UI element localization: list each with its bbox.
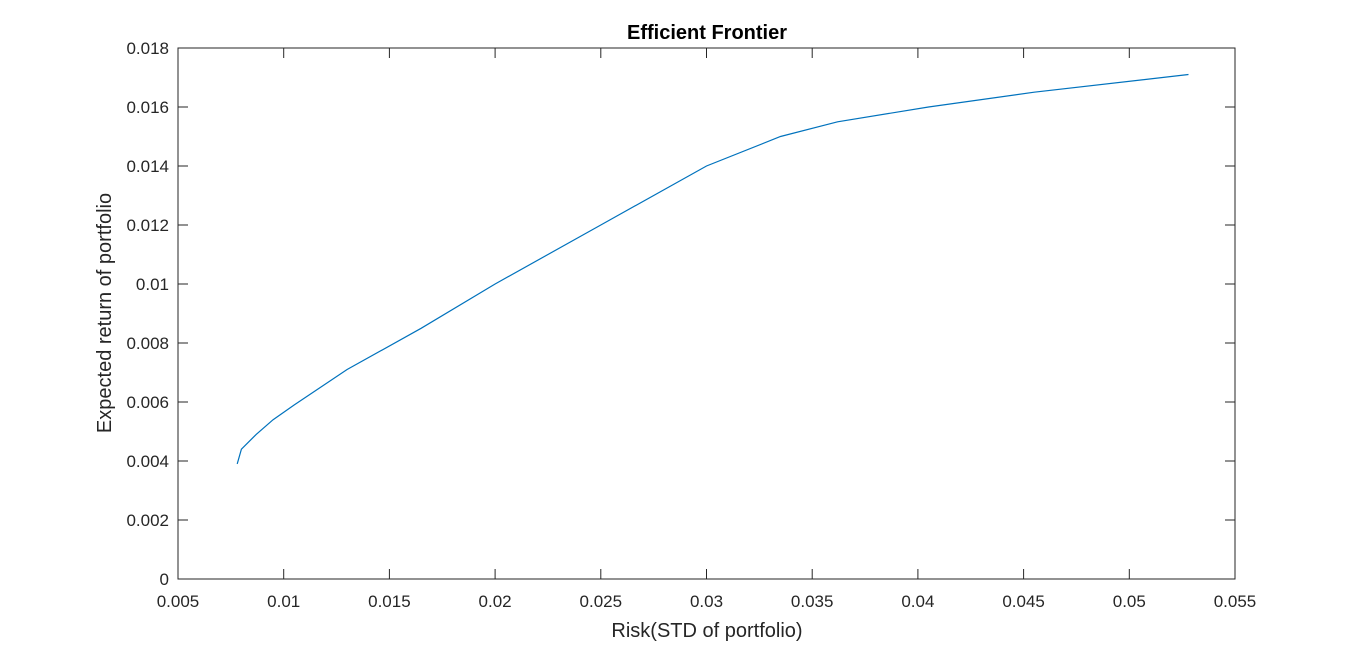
y-tick-label: 0.008 <box>126 334 169 353</box>
y-tick-label: 0 <box>160 570 169 589</box>
series-layer <box>236 73 1189 465</box>
x-axis-label: Risk(STD of portfolio) <box>611 620 802 642</box>
y-tick-label: 0.01 <box>136 275 169 294</box>
x-tick-label: 0.03 <box>690 592 723 611</box>
chart-title: Efficient Frontier <box>627 22 787 44</box>
x-tick-label: 0.045 <box>1002 592 1045 611</box>
y-tick-label: 0.012 <box>126 216 169 235</box>
y-axis-label: Expected return of portfolio <box>94 193 116 433</box>
x-tick-label: 0.04 <box>901 592 934 611</box>
x-tick-label: 0.02 <box>479 592 512 611</box>
x-tick-label: 0.055 <box>1214 592 1257 611</box>
y-tick-label: 0.004 <box>126 452 169 471</box>
x-tick-label: 0.005 <box>157 592 200 611</box>
y-axis: 0 0.002 0.004 0.006 0.008 0.01 0.012 0.014 0.016… <box>126 39 1235 589</box>
x-tick-label: 0.05 <box>1113 592 1146 611</box>
x-tick-label: 0.025 <box>580 592 623 611</box>
y-tick-label: 0.016 <box>126 98 169 117</box>
x-tick-label: 0.015 <box>368 592 411 611</box>
y-tick-label: 0.018 <box>126 39 169 58</box>
efficient-frontier-line <box>236 73 1189 465</box>
y-tick-label: 0.002 <box>126 511 169 530</box>
x-tick-label: 0.01 <box>267 592 300 611</box>
x-tick-label: 0.035 <box>791 592 834 611</box>
x-axis: 0.005 0.01 0.015 0.02 0.025 0.03 0.035 0.04 0.04… <box>157 48 1257 611</box>
y-tick-label: 0.006 <box>126 393 169 412</box>
y-tick-label: 0.014 <box>126 157 169 176</box>
